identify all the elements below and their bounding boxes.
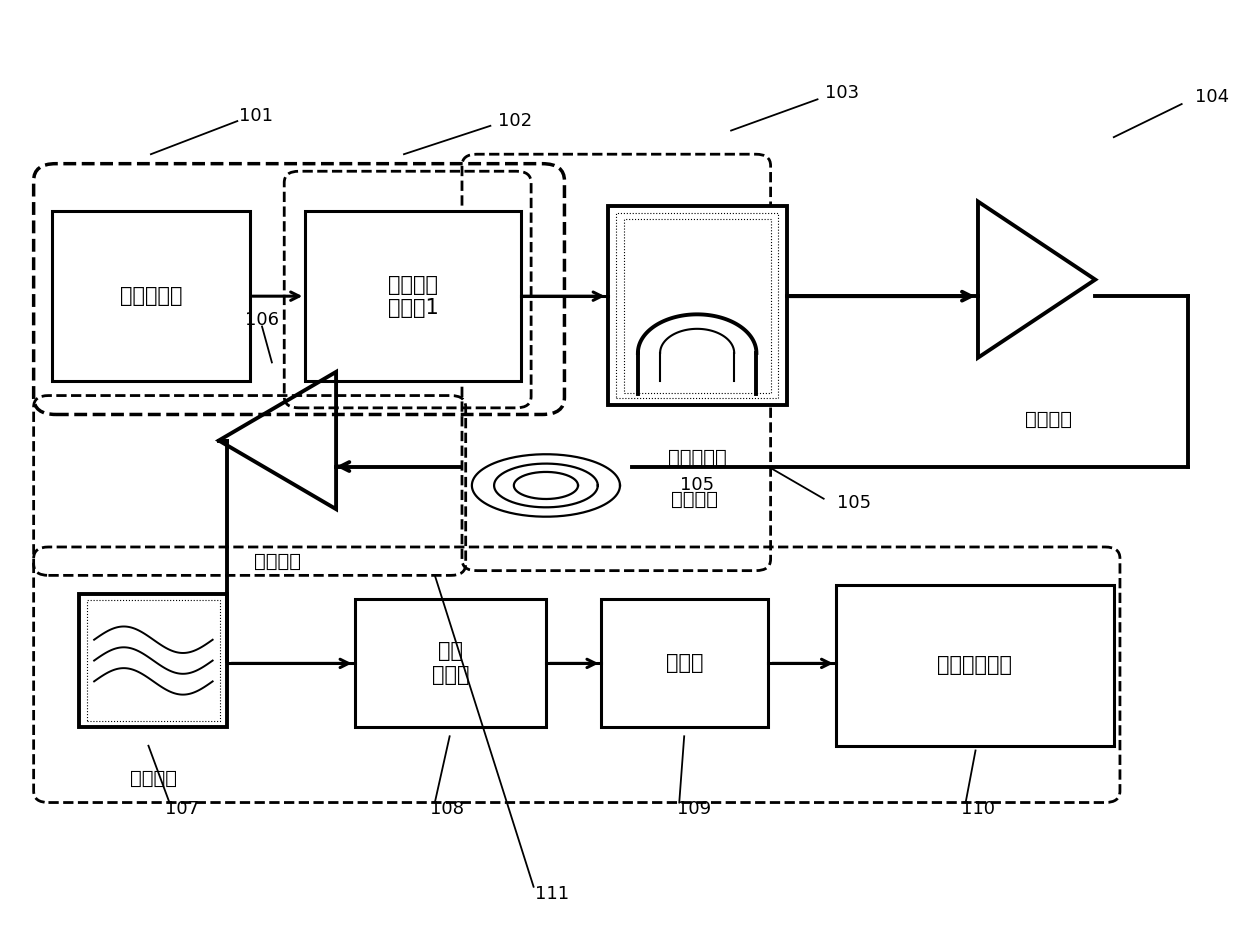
Text: 光放大器: 光放大器 — [254, 551, 301, 570]
Text: 105: 105 — [837, 493, 872, 511]
Bar — [608, 207, 786, 405]
Text: 105: 105 — [680, 476, 714, 494]
Text: 示波器: 示波器 — [666, 653, 703, 673]
Text: 光电
探测器: 光电 探测器 — [432, 642, 469, 684]
Text: 光放大器: 光放大器 — [1025, 409, 1073, 428]
Text: 108: 108 — [430, 800, 464, 818]
Bar — [87, 600, 219, 721]
Bar — [601, 599, 768, 726]
Bar — [305, 211, 521, 382]
Text: 101: 101 — [239, 108, 273, 126]
Bar — [52, 211, 249, 382]
Text: 110: 110 — [961, 800, 994, 818]
Text: 数字信号处理: 数字信号处理 — [937, 655, 1012, 675]
Text: 103: 103 — [825, 84, 859, 102]
Text: 104: 104 — [1195, 89, 1230, 107]
Text: 光滤波器: 光滤波器 — [130, 769, 177, 788]
Bar — [79, 594, 227, 726]
Text: 单模光纤: 单模光纤 — [671, 490, 718, 509]
Bar — [836, 585, 1114, 745]
Text: 信号发生器: 信号发生器 — [120, 287, 182, 307]
Text: 111: 111 — [534, 885, 569, 903]
Text: 109: 109 — [677, 800, 711, 818]
Text: 102: 102 — [498, 112, 532, 130]
Text: 106: 106 — [246, 311, 279, 328]
Bar — [355, 599, 546, 726]
Text: 延迟干涉仪: 延迟干涉仪 — [668, 447, 727, 466]
Text: 直接调制
激光器1: 直接调制 激光器1 — [388, 274, 439, 318]
Bar — [624, 219, 770, 393]
Bar — [616, 213, 777, 398]
Text: 107: 107 — [165, 800, 198, 818]
